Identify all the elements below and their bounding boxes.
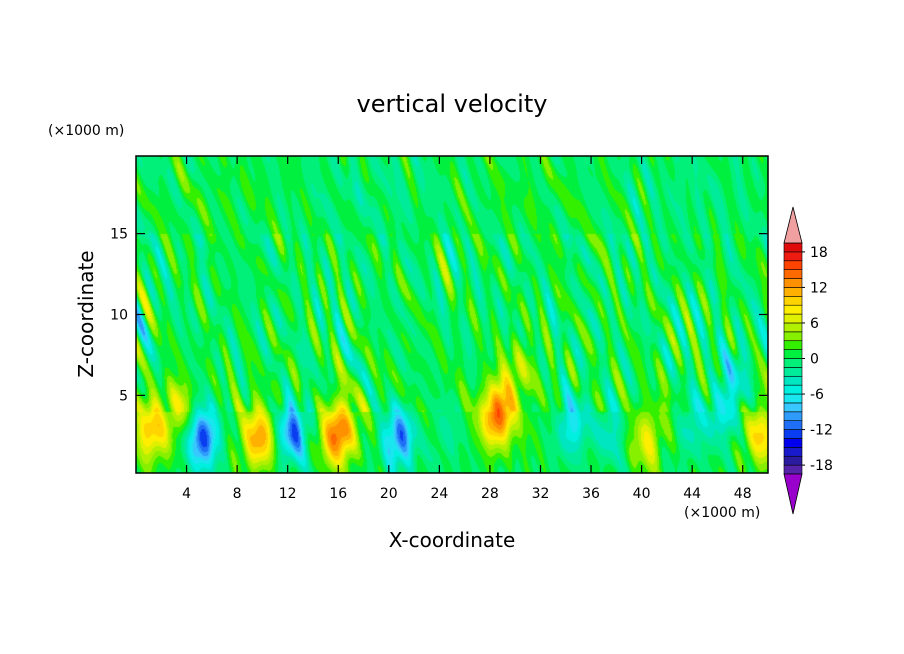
x-tick-label: 12 [279,486,297,502]
colorbar-extend-top [783,206,803,244]
colorbar-box [783,349,803,359]
y-axis: 5 10 15 [110,227,768,404]
colorbar-box [783,331,803,342]
colorbar-box [783,242,803,253]
y-unit-label: (×1000 m) [48,123,124,139]
colorbar-box [783,411,803,421]
x-axis: 4 8 12 16 20 24 28 32 36 40 44 48 [182,156,752,502]
colorbar-box [783,455,803,466]
colorbar-box [783,251,803,262]
x-axis-label: X-coordinate [389,528,516,552]
y-tick-label: 10 [110,308,128,324]
x-tick-label: 8 [233,486,242,502]
x-tick-label: 20 [380,486,398,502]
colorbar-tick-label: -12 [810,423,833,439]
colorbar-box [783,269,803,279]
chart-title: vertical velocity [357,90,548,118]
heatmap-field [136,156,768,473]
colorbar-box [783,464,803,475]
colorbar-box [783,393,803,404]
x-tick-label: 28 [481,486,499,502]
x-unit-label: (×1000 m) [684,505,760,521]
colorbar-box [783,322,803,333]
y-tick-label: 15 [110,227,128,243]
colorbar-box [783,313,803,324]
colorbar-box [783,384,803,395]
colorbar-box [783,447,803,457]
x-tick-label: 40 [633,486,651,502]
x-tick-label: 36 [582,486,600,502]
colorbar-box [783,260,803,270]
colorbar-box [783,340,803,350]
colorbar-box [783,402,803,413]
colorbar-box [783,438,803,448]
colorbar-box [783,358,803,368]
colorbar-box [783,296,803,306]
colorbar-tick-label: -6 [810,387,824,403]
colorbar-box [783,304,803,315]
colorbar: 18 12 6 0 -6 -12 -18 [783,206,833,515]
x-tick-label: 44 [683,486,701,502]
colorbar-tick-label: 6 [810,316,819,332]
x-tick-label: 4 [182,486,191,502]
colorbar-tick-label: 0 [810,352,819,368]
x-tick-label: 24 [430,486,448,502]
colorbar-extend-bottom [783,473,803,515]
x-tick-label: 48 [734,486,752,502]
colorbar-box [783,420,803,430]
x-tick-label: 16 [329,486,347,502]
y-tick-label: 5 [119,388,128,404]
colorbar-box [783,375,803,386]
colorbar-box [783,367,803,377]
colorbar-box [783,287,803,297]
x-tick-label: 32 [532,486,550,502]
colorbar-box [783,278,803,288]
colorbar-tick-label: 12 [810,280,828,296]
colorbar-box [783,429,803,439]
colorbar-tick-label: -18 [810,458,833,474]
colorbar-tick-label: 18 [810,245,828,261]
y-axis-label: Z-coordinate [74,250,98,377]
plot-area [135,155,769,474]
